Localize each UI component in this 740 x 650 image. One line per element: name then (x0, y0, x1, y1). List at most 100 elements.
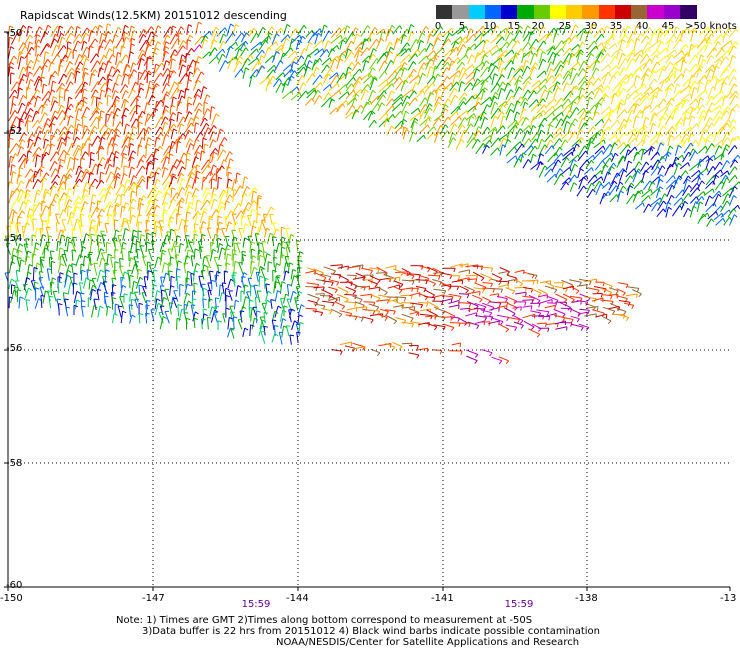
wind-barb-flag (138, 213, 143, 217)
wind-barb-flag (157, 25, 162, 29)
wind-barb-flag (32, 142, 37, 146)
wind-barb-flag (100, 281, 105, 286)
wind-barb-flag (442, 58, 446, 63)
wind-barb (297, 25, 305, 35)
wind-barb-flag (383, 52, 387, 57)
wind-barb (514, 269, 525, 273)
wind-barb (529, 62, 536, 73)
wind-barb-flag (497, 147, 500, 152)
wind-barb-flag (140, 202, 145, 206)
wind-barb-flag (414, 97, 418, 102)
wind-barb (671, 205, 681, 217)
wind-barb (719, 67, 727, 78)
wind-barb-flag (96, 97, 101, 100)
wind-barb-flag (12, 124, 17, 128)
wind-barb (433, 26, 441, 37)
wind-barb (474, 282, 487, 288)
wind-barb (448, 293, 462, 297)
wind-barb (217, 177, 219, 189)
wind-barb (303, 66, 309, 77)
wind-barb (490, 137, 499, 148)
wind-barb (101, 252, 106, 262)
wind-barb-flag (115, 150, 120, 154)
wind-barb (287, 262, 290, 274)
wind-barb-flag (685, 44, 689, 49)
wind-barb-flag (44, 247, 49, 250)
wind-barb (209, 148, 216, 157)
wind-barb-flag (733, 195, 737, 199)
wind-barb (322, 280, 334, 283)
wind-barb-flag (154, 186, 159, 190)
wind-barb-flag (184, 224, 189, 227)
wind-barb (536, 84, 546, 95)
wind-barb (393, 125, 403, 134)
wind-barb (10, 171, 14, 184)
wind-barb (697, 97, 701, 107)
wind-barb (80, 201, 86, 213)
wind-barb (352, 88, 361, 98)
wind-barb-flag (520, 68, 524, 73)
wind-barb (267, 64, 275, 73)
wind-barb (432, 267, 443, 274)
wind-barb (126, 220, 131, 233)
wind-barb-flag (59, 197, 64, 201)
wind-barb-flag (501, 36, 505, 41)
wind-barb-flag (159, 145, 163, 150)
wind-barb (402, 111, 407, 122)
wind-barb-flag (96, 110, 100, 114)
wind-barb-flag (207, 164, 211, 169)
wind-barb (719, 137, 729, 149)
wind-barb (487, 126, 496, 134)
wind-barb-flag (694, 27, 698, 32)
wind-barb-flag (151, 94, 156, 99)
wind-barb-flag (94, 178, 99, 183)
wind-barb (128, 156, 132, 169)
wind-barb-flag (372, 89, 376, 94)
wind-barb (138, 83, 141, 93)
wind-barb-flag (57, 276, 62, 279)
wind-barb-flag (632, 133, 637, 137)
wind-barb (490, 108, 499, 119)
wind-barb (275, 72, 284, 81)
wind-barb-flag (170, 275, 175, 279)
wind-barb-flag (447, 116, 451, 121)
wind-barb-flag (327, 40, 332, 44)
wind-barb (683, 111, 687, 121)
wind-barb (306, 89, 315, 99)
wind-barb-flag (532, 153, 537, 157)
wind-barb (267, 75, 274, 86)
wind-barb (265, 283, 268, 294)
wind-barb (296, 75, 303, 86)
wind-barb (537, 294, 548, 298)
wind-barb (352, 276, 365, 280)
wind-barb (562, 285, 574, 290)
wind-barb-flag (433, 50, 437, 55)
wind-barb (281, 90, 292, 100)
wind-barb (121, 136, 129, 148)
wind-barb-flag (224, 137, 228, 141)
wind-barb-flag (202, 220, 207, 224)
wind-barb (504, 60, 512, 70)
wind-barb (193, 270, 195, 282)
wind-barb (616, 156, 624, 168)
wind-barb-flag (389, 50, 394, 55)
wind-barb (307, 32, 316, 44)
wind-barb-flag (583, 60, 588, 65)
wind-barb (162, 145, 170, 156)
wind-barb-flag (148, 270, 153, 273)
wind-barb (712, 110, 721, 122)
wind-barb (712, 194, 719, 207)
wind-barb (91, 106, 98, 115)
wind-barb (72, 206, 78, 218)
wind-barb (71, 263, 74, 274)
wind-barb (664, 83, 673, 92)
wind-barb-flag (589, 116, 593, 121)
wind-barb-flag (117, 69, 121, 73)
wind-barb-flag (37, 95, 41, 99)
wind-barb-flag (45, 151, 50, 156)
wind-barb (25, 238, 28, 249)
wind-barb (632, 92, 642, 100)
wind-barb (401, 67, 405, 77)
wind-barb (499, 144, 503, 156)
wind-barb-flag (86, 128, 91, 132)
